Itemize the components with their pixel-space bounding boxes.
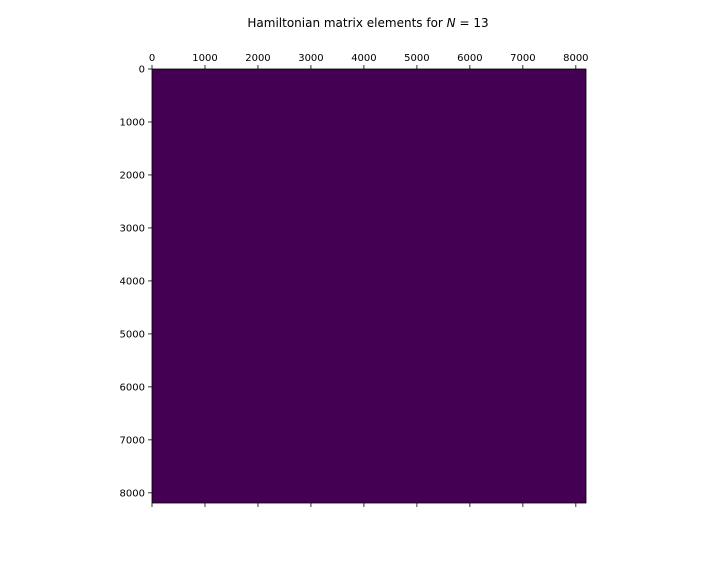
chart-title-variable: N [447,16,456,30]
x-tick-label: 1000 [192,53,217,64]
x-tick-label: 3000 [298,53,323,64]
axes-frame [151,68,587,504]
chart-title-rest: = 13 [456,16,489,30]
y-tick-label: 8000 [120,488,145,499]
x-tick-label: 2000 [245,53,270,64]
y-tick-label: 7000 [120,435,145,446]
x-axis-bottom-ticks [151,503,577,507]
x-tick-label: 7000 [510,53,535,64]
y-axis-ticks: 0 1000 2000 3000 4000 5000 6000 7000 8000 [120,65,152,499]
x-tick-label: 8000 [563,53,588,64]
x-tick-label: 6000 [457,53,482,64]
chart-title: Hamiltonian matrix elements for N = 13 [247,16,488,30]
heatmap-image [152,69,586,503]
x-axis-top-ticks: 0 1000 2000 3000 4000 5000 6000 7000 8000 [149,53,589,69]
y-tick-label: 2000 [120,170,145,181]
x-tick-label: 5000 [404,53,429,64]
y-tick-label: 0 [139,65,145,76]
y-tick-label: 4000 [120,276,145,287]
y-tick-label: 6000 [120,382,145,393]
y-tick-label: 3000 [120,223,145,234]
y-tick-label: 5000 [120,329,145,340]
x-tick-label: 0 [149,53,155,64]
y-tick-label: 1000 [120,117,145,128]
x-tick-label: 4000 [351,53,376,64]
chart-title-prefix: Hamiltonian matrix elements for [247,16,446,30]
